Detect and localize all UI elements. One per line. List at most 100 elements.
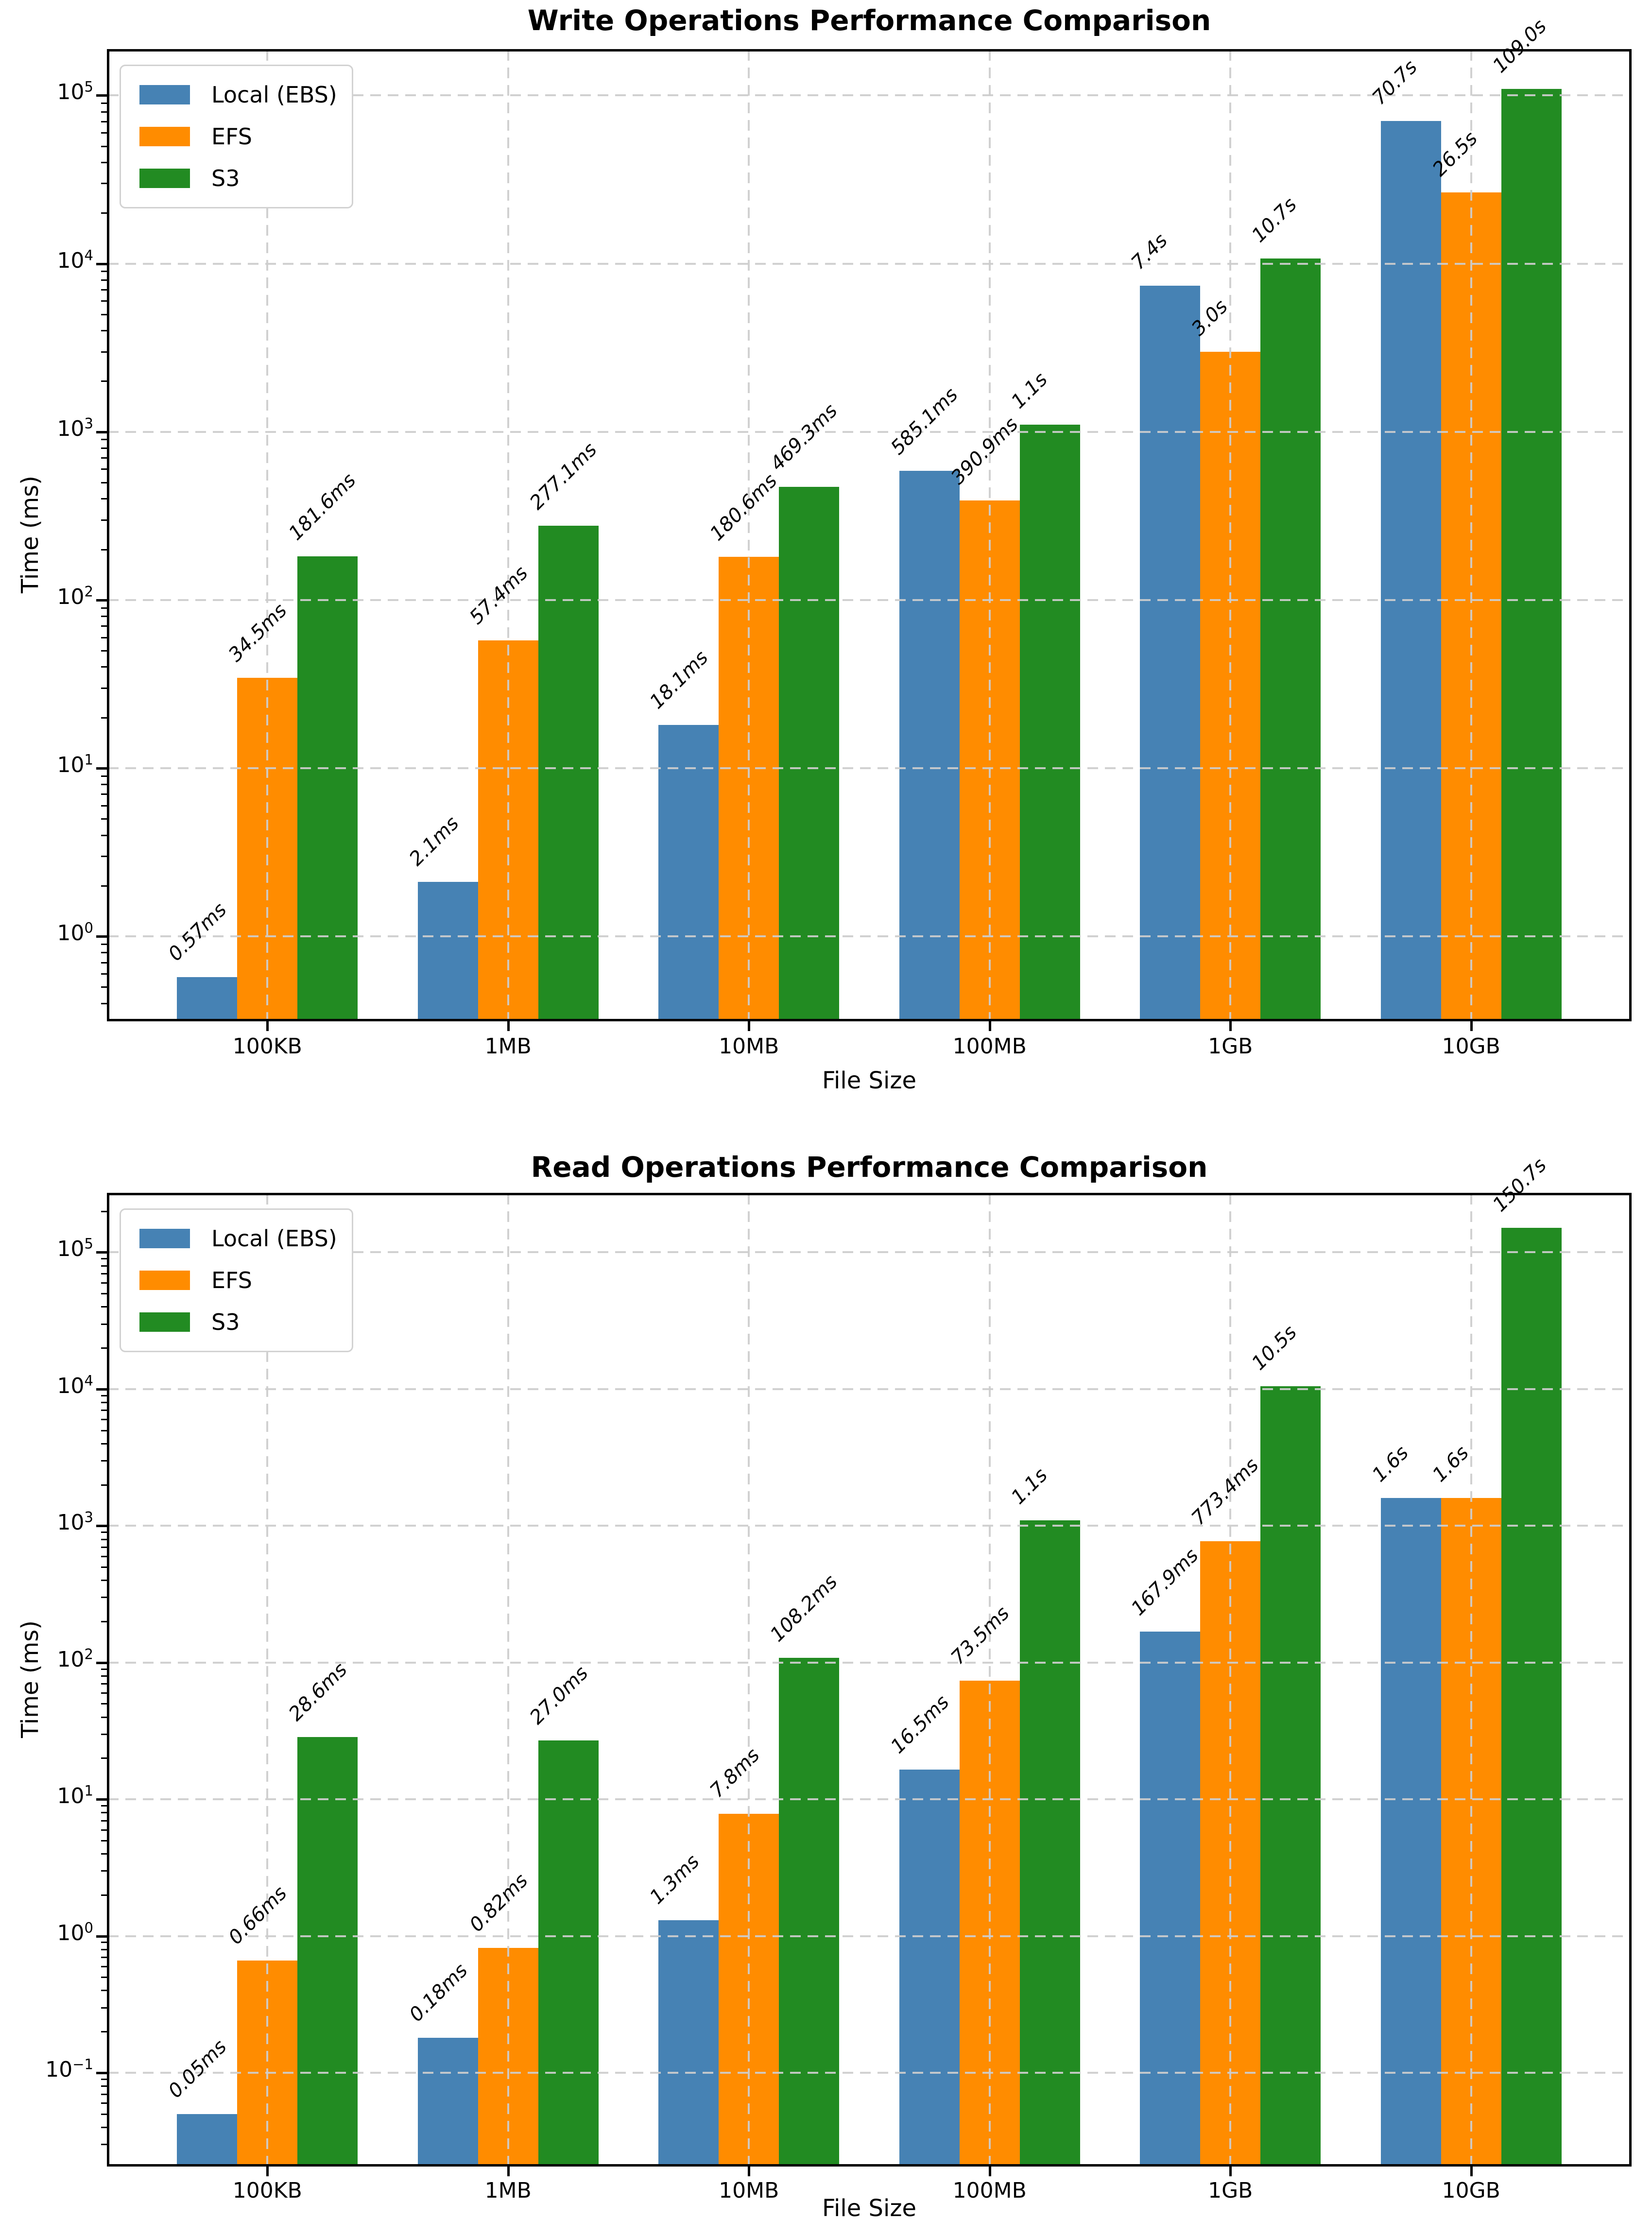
y-minor-tick xyxy=(101,1347,107,1349)
legend-swatch-icon xyxy=(139,1312,190,1332)
y-minor-tick xyxy=(101,1429,107,1431)
y-major-tick xyxy=(96,1935,107,1938)
y-minor-tick xyxy=(101,1716,107,1718)
x-major-tick xyxy=(988,1020,991,1031)
bar-s3-1mb xyxy=(538,1740,599,2166)
y-tick-label: 105 xyxy=(57,1235,93,1262)
y-minor-tick xyxy=(101,607,107,609)
y-minor-tick xyxy=(101,2126,107,2128)
y-tick-label: 101 xyxy=(57,751,93,777)
right-spine xyxy=(1629,49,1632,1021)
right-spine xyxy=(1629,1193,1632,2167)
y-minor-tick xyxy=(101,1484,107,1486)
legend-label: S3 xyxy=(211,165,240,191)
value-label: 108.2ms xyxy=(766,1570,842,1647)
y-minor-tick xyxy=(101,121,107,123)
legend-item-efs: EFS xyxy=(130,116,337,157)
y-minor-tick xyxy=(101,145,107,147)
y-tick-label: 104 xyxy=(57,246,93,273)
value-label: 1.6s xyxy=(1368,1441,1413,1486)
y-major-tick xyxy=(96,599,107,602)
x-tick-label: 10MB xyxy=(719,2178,779,2203)
y-minor-tick xyxy=(101,1812,107,1814)
bar-s3-100mb xyxy=(1019,1520,1080,2166)
y-minor-tick xyxy=(101,973,107,975)
y-minor-tick xyxy=(101,625,107,627)
y-minor-tick xyxy=(101,2085,107,2087)
value-label: 773.4ms xyxy=(1187,1453,1263,1530)
y-gridline xyxy=(108,767,1631,769)
y-major-tick xyxy=(96,1798,107,1801)
y-minor-tick xyxy=(101,1829,107,1831)
y-minor-tick xyxy=(101,1894,107,1896)
y-minor-tick xyxy=(101,519,107,521)
chart-title: Write Operations Performance Comparison xyxy=(527,4,1211,37)
x-tick-label: 100KB xyxy=(232,2178,302,2203)
y-minor-tick xyxy=(101,1419,107,1421)
y-minor-tick xyxy=(101,1265,107,1267)
y-minor-tick xyxy=(101,2078,107,2080)
y-minor-tick xyxy=(101,818,107,820)
value-label: 27.0ms xyxy=(525,1662,593,1729)
bar-s3-100mb xyxy=(1019,425,1080,1020)
bar-local-ebs-1mb xyxy=(417,882,478,1020)
y-minor-tick xyxy=(101,212,107,214)
plot-area: 0.05ms 0.18ms 1.3ms 16.5ms 167.9ms 1.6s 0.66ms… xyxy=(108,1154,1631,2166)
y-minor-tick xyxy=(101,2102,107,2104)
legend-label: S3 xyxy=(211,1309,240,1335)
x-gridline xyxy=(988,50,991,1020)
y-minor-tick xyxy=(101,482,107,483)
y-minor-tick xyxy=(101,1538,107,1540)
x-gridline xyxy=(748,50,750,1020)
y-minor-tick xyxy=(101,1002,107,1004)
x-tick-label: 10GB xyxy=(1442,1034,1500,1059)
y-minor-tick xyxy=(101,1443,107,1445)
bar-local-ebs-1mb xyxy=(417,2038,478,2166)
legend-label: Local (EBS) xyxy=(211,1225,337,1252)
y-major-tick xyxy=(96,935,107,938)
bar-s3-1gb xyxy=(1260,258,1321,1020)
legend: Local (EBS) EFS S3 xyxy=(120,1208,353,1352)
y-gridline xyxy=(108,935,1631,937)
x-major-tick xyxy=(507,2166,510,2176)
top-spine xyxy=(107,1193,1632,1195)
y-minor-tick xyxy=(101,103,107,104)
y-major-tick xyxy=(96,1388,107,1391)
y-tick-label: 102 xyxy=(57,583,93,609)
y-minor-tick xyxy=(101,1410,107,1411)
y-minor-tick xyxy=(101,962,107,964)
y-gridline xyxy=(108,1388,1631,1390)
y-minor-tick xyxy=(101,1668,107,1670)
y-minor-tick xyxy=(101,439,107,441)
value-label: 28.6ms xyxy=(284,1658,352,1725)
y-minor-tick xyxy=(101,687,107,689)
value-label: 167.9ms xyxy=(1127,1544,1203,1620)
y-minor-tick xyxy=(101,952,107,954)
y-minor-tick xyxy=(101,1555,107,1557)
x-tick-label: 100KB xyxy=(232,1034,302,1059)
y-minor-tick xyxy=(101,132,107,134)
y-major-tick xyxy=(96,430,107,433)
y-tick-label: 104 xyxy=(57,1372,93,1398)
bar-s3-10gb xyxy=(1501,1228,1562,2166)
y-minor-tick xyxy=(101,1692,107,1694)
x-gridline xyxy=(507,1194,509,2166)
y-minor-tick xyxy=(101,111,107,113)
chart-title: Read Operations Performance Comparison xyxy=(531,1151,1208,1184)
y-minor-tick xyxy=(101,468,107,470)
y-gridline xyxy=(108,1525,1631,1527)
y-minor-tick xyxy=(101,1597,107,1599)
y-minor-tick xyxy=(101,784,107,786)
y-minor-tick xyxy=(101,666,107,668)
value-label: 0.05ms xyxy=(164,2035,231,2102)
x-tick-label: 1GB xyxy=(1208,2178,1253,2203)
plot-area: 0.57ms 2.1ms 18.1ms 585.1ms 7.4s 70.7s 34.5ms 5… xyxy=(108,15,1631,1020)
y-minor-tick xyxy=(101,2093,107,2095)
x-major-tick xyxy=(748,1020,751,1031)
x-axis-label: File Size xyxy=(822,1067,917,1094)
y-minor-tick xyxy=(101,279,107,281)
legend-item-s3: S3 xyxy=(130,157,337,199)
y-minor-tick xyxy=(101,1942,107,1944)
y-minor-tick xyxy=(101,1853,107,1855)
x-major-tick xyxy=(988,2166,991,2176)
